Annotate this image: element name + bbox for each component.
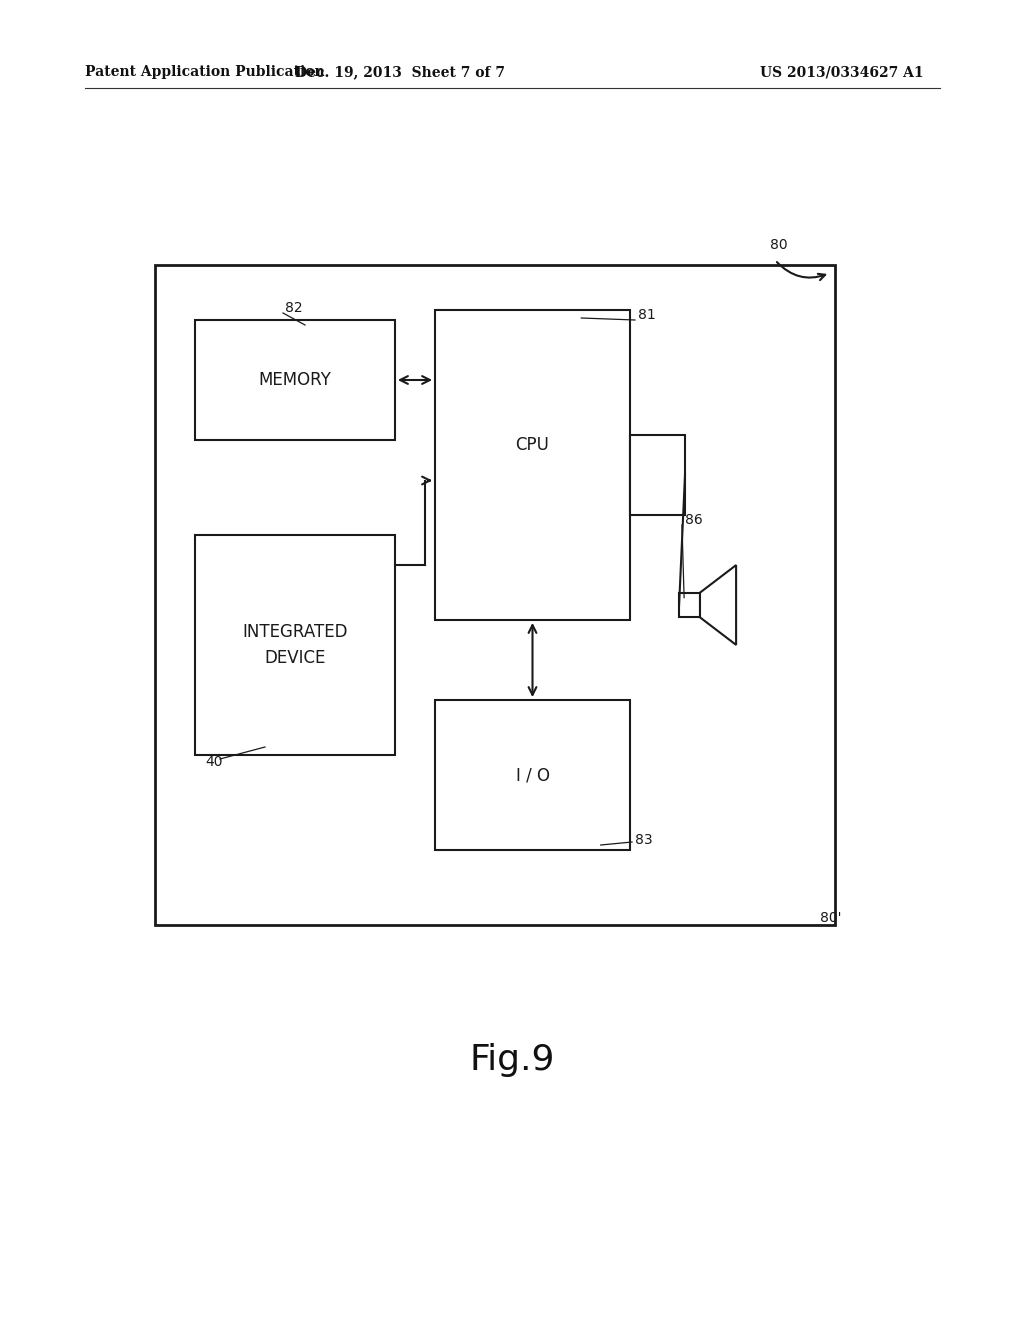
Text: Fig.9: Fig.9 (469, 1043, 555, 1077)
Bar (679, 593, 700, 618)
Text: CPU: CPU (515, 436, 550, 454)
Bar (195, 535, 395, 755)
Text: 81: 81 (638, 308, 655, 322)
Bar (435, 310, 630, 620)
Text: Dec. 19, 2013  Sheet 7 of 7: Dec. 19, 2013 Sheet 7 of 7 (295, 65, 505, 79)
FancyArrowPatch shape (777, 263, 825, 280)
Text: 82: 82 (285, 301, 303, 315)
Text: MEMORY: MEMORY (259, 371, 332, 389)
Text: I / O: I / O (515, 766, 550, 784)
Text: 83: 83 (635, 833, 652, 847)
Bar (195, 319, 395, 440)
Text: 40: 40 (205, 755, 222, 770)
Text: INTEGRATED
DEVICE: INTEGRATED DEVICE (243, 623, 348, 667)
Polygon shape (700, 565, 736, 645)
Text: 86: 86 (685, 513, 702, 527)
Text: US 2013/0334627 A1: US 2013/0334627 A1 (760, 65, 924, 79)
Bar (155, 265, 835, 925)
Bar (435, 700, 630, 850)
Bar (630, 436, 685, 515)
Text: 80': 80' (820, 911, 842, 925)
Text: 80: 80 (770, 238, 787, 252)
Text: Patent Application Publication: Patent Application Publication (85, 65, 325, 79)
